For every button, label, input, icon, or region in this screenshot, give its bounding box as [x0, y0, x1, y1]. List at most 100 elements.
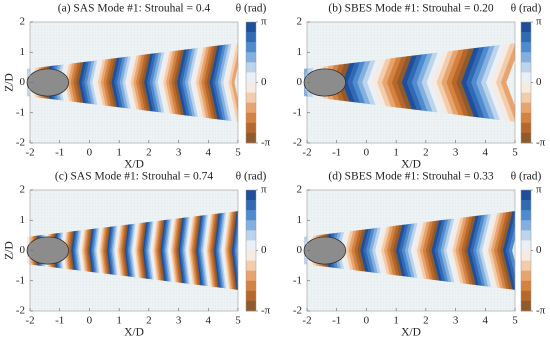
phase-band — [156, 211, 164, 290]
colorbar-swatch — [521, 190, 531, 201]
colorbar-swatch — [521, 210, 531, 221]
phase-band — [467, 211, 483, 290]
y-tick-label: 1 — [20, 46, 26, 58]
y-tick-label: 0 — [20, 244, 26, 256]
y-axis-label: Z/D — [4, 73, 16, 92]
phase-band — [436, 43, 460, 122]
colorbar-tick-label: 0 — [536, 76, 542, 88]
chart-title: (c) SAS Mode #1: Strouhal = 0.74 — [55, 171, 213, 183]
phase-band — [181, 211, 190, 290]
x-tick-label: 4 — [206, 147, 212, 159]
phase-band — [169, 211, 178, 290]
body — [26, 68, 70, 97]
colorbar-swatch — [246, 300, 256, 312]
colorbar-tick-label: π — [261, 184, 267, 196]
phase-band — [426, 43, 450, 122]
colorbar-swatch — [521, 72, 531, 83]
y-tick-label: 0 — [20, 76, 26, 88]
colorbar-swatch — [246, 122, 256, 134]
colorbar-swatch — [521, 270, 531, 282]
phase-band — [431, 43, 455, 122]
colorbar-swatch — [246, 220, 256, 231]
x-tick-label: 2 — [423, 315, 429, 327]
phase-band — [233, 211, 239, 290]
y-tick-label: 1 — [20, 214, 26, 226]
x-tick-label: -2 — [302, 147, 311, 159]
x-tick-label: 1 — [116, 315, 122, 327]
colorbar-label: θ (rad) — [236, 171, 267, 183]
x-tick-label: 0 — [87, 147, 93, 159]
x-tick-label: 5 — [235, 147, 241, 159]
colorbar-label: θ (rad) — [236, 3, 267, 15]
colorbar-swatch — [521, 32, 531, 43]
y-tick-label: 2 — [297, 16, 303, 28]
x-axis-label: X/D — [124, 327, 144, 339]
x-tick-label: 1 — [116, 147, 122, 159]
x-tick-label: 2 — [146, 315, 152, 327]
phase-band — [455, 211, 471, 290]
x-axis-label: X/D — [401, 159, 421, 171]
phase-band — [482, 211, 498, 290]
colorbar-swatch — [246, 270, 256, 282]
y-tick-label: 1 — [297, 46, 303, 58]
x-tick-label: -2 — [302, 315, 311, 327]
x-tick-label: 0 — [364, 147, 370, 159]
phase-band — [421, 43, 445, 122]
phase-band — [214, 211, 222, 290]
phase-band — [221, 211, 230, 290]
y-tick-label: 0 — [297, 76, 303, 88]
chart-title: (d) SBES Mode #1: Strouhal = 0.33 — [328, 171, 494, 183]
colorbar-swatch — [521, 280, 531, 292]
x-tick-label: 1 — [393, 147, 399, 159]
colorbar-swatch — [246, 190, 256, 201]
colorbar-tick-label: π — [261, 16, 267, 28]
colorbar-swatch — [521, 230, 531, 241]
colorbar-swatch — [246, 62, 256, 73]
phase-band — [495, 43, 515, 122]
x-tick-label: -1 — [332, 315, 341, 327]
phase-band — [162, 211, 170, 290]
chart-title: (a) SAS Mode #1: Strouhal = 0.4 — [58, 3, 211, 15]
phase-band — [461, 43, 485, 122]
x-tick-label: 4 — [483, 315, 489, 327]
colorbar-swatch — [246, 102, 256, 114]
phase-band — [486, 43, 510, 122]
colorbar-swatch — [521, 250, 531, 261]
colorbar-label: θ (rad) — [511, 171, 542, 183]
colorbar-swatch — [246, 230, 256, 241]
x-tick-label: 0 — [364, 315, 370, 327]
phase-band — [493, 211, 510, 290]
colorbar-swatch — [521, 290, 531, 302]
colorbar-swatch — [521, 260, 531, 271]
x-tick-label: -1 — [55, 315, 64, 327]
phase-band — [175, 211, 184, 290]
colorbar-swatch — [521, 112, 531, 124]
colorbar-swatch — [246, 210, 256, 221]
y-tick-label: -2 — [16, 305, 25, 317]
colorbar-swatch — [246, 52, 256, 63]
phase-band — [481, 43, 505, 122]
colorbar-swatch — [246, 32, 256, 43]
colorbar-tick-label: 0 — [536, 244, 542, 256]
phase-band — [466, 43, 490, 122]
chart-title: (b) SBES Mode #1: Strouhal = 0.20 — [328, 3, 494, 15]
colorbar-swatch — [246, 132, 256, 144]
body — [303, 68, 347, 97]
colorbar-swatch — [246, 22, 256, 33]
phase-band — [188, 211, 197, 290]
y-tick-label: -1 — [293, 274, 302, 286]
body — [26, 236, 70, 265]
phase-band — [505, 211, 515, 290]
y-axis-label: Z/D — [4, 241, 16, 260]
y-tick-label: -1 — [16, 106, 25, 118]
x-tick-label: 5 — [235, 315, 241, 327]
colorbar-tick-label: 0 — [261, 76, 267, 88]
colorbar-tick-label: -π — [536, 137, 546, 149]
phase-band — [194, 211, 203, 290]
colorbar-swatch — [246, 240, 256, 251]
colorbar-swatch — [246, 200, 256, 211]
panel: -2 -1 0 1 2 3 4 5 -2 -1 0 1 2 (d) SBES Mode #1: Strou… — [293, 171, 546, 339]
colorbar-swatch — [246, 260, 256, 271]
x-tick-label: 2 — [423, 147, 429, 159]
colorbar-swatch — [246, 290, 256, 302]
